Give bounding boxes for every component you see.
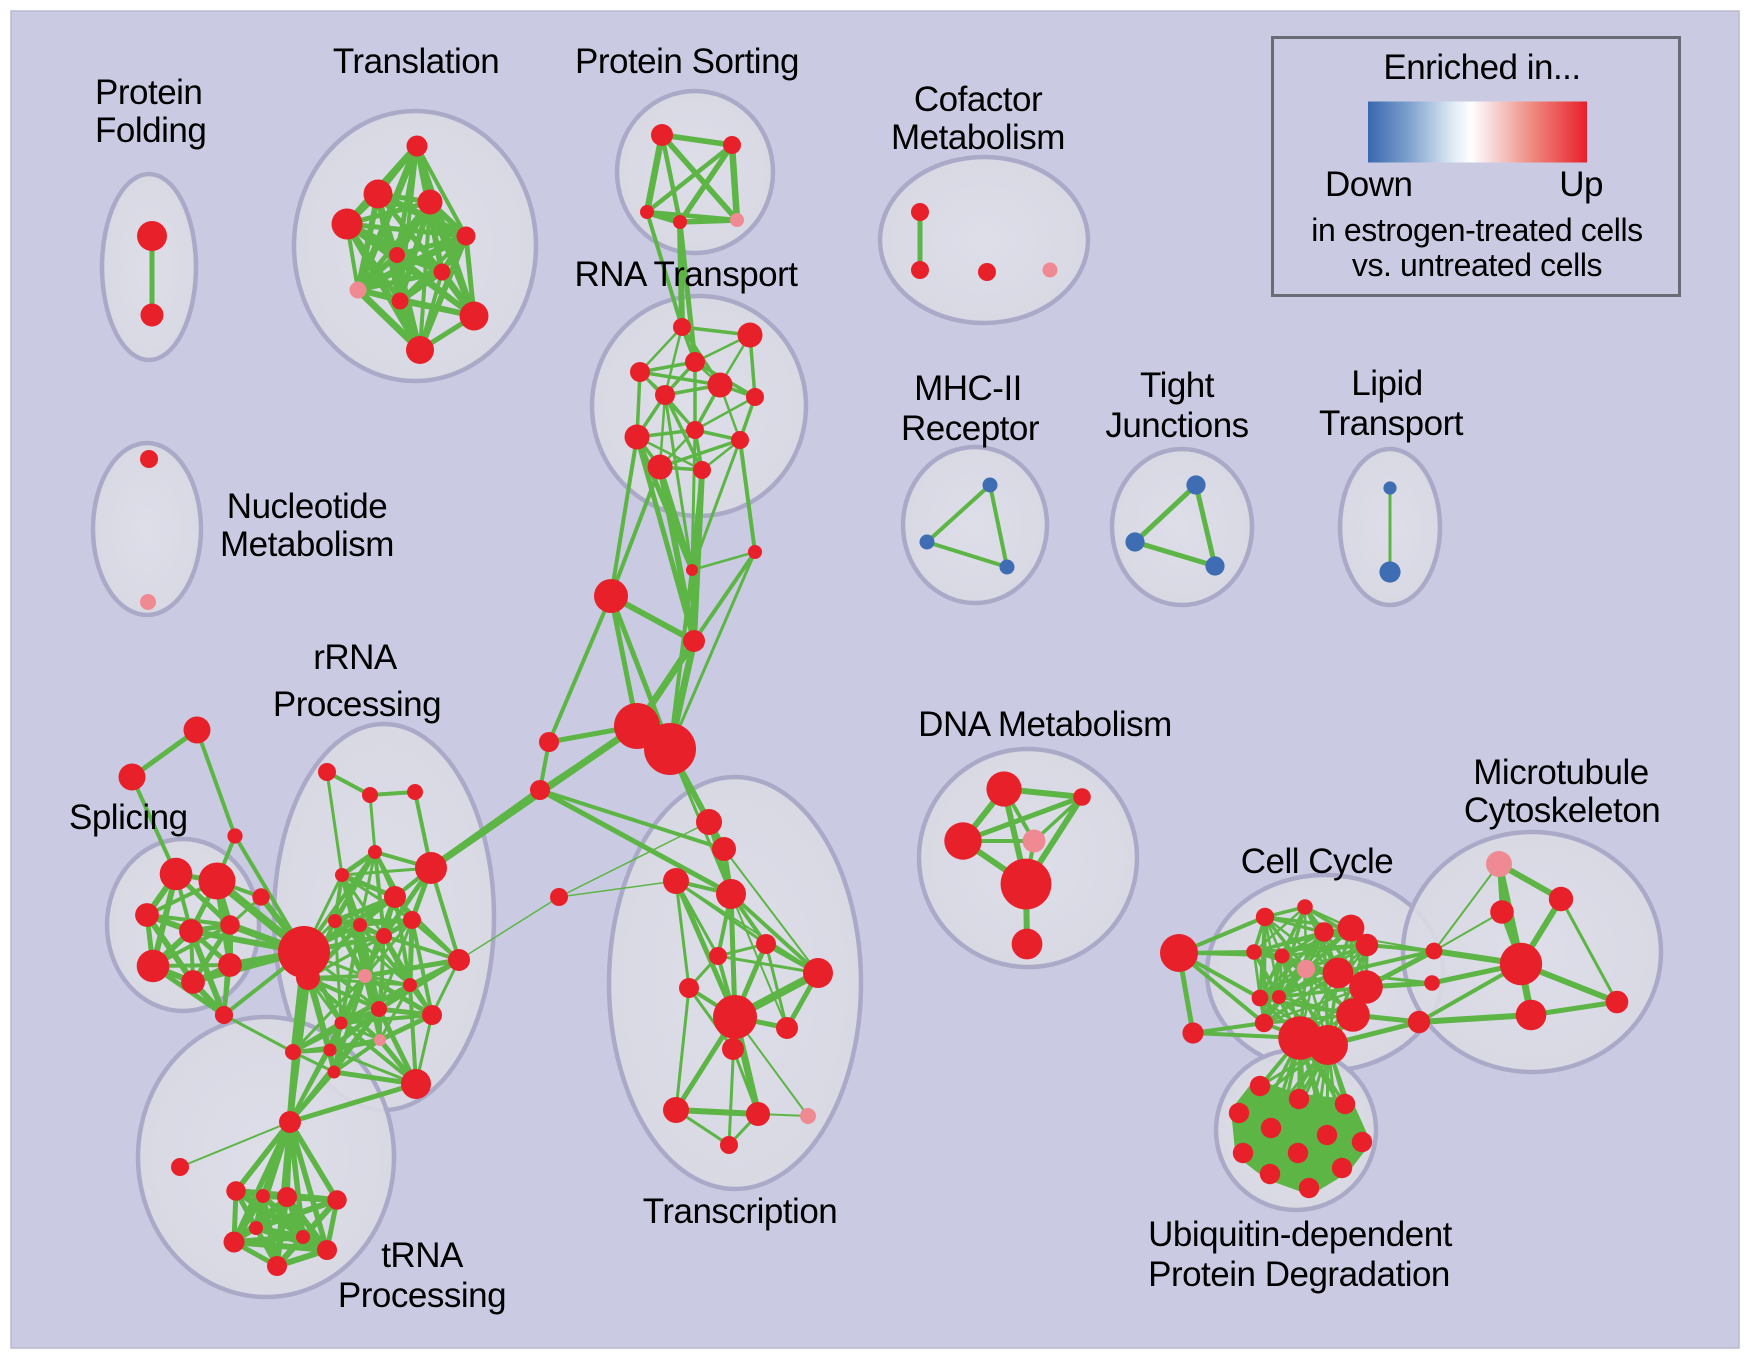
svg-text:MHC-II: MHC-II bbox=[914, 369, 1022, 408]
svg-text:rRNA: rRNA bbox=[313, 638, 398, 677]
svg-text:Transport: Transport bbox=[1319, 404, 1464, 443]
svg-text:Protein: Protein bbox=[95, 73, 202, 112]
svg-text:Junctions: Junctions bbox=[1105, 406, 1248, 445]
svg-text:vs. untreated cells: vs. untreated cells bbox=[1352, 247, 1602, 283]
svg-text:Microtubule: Microtubule bbox=[1473, 753, 1648, 792]
svg-text:Folding: Folding bbox=[95, 111, 206, 150]
svg-text:RNA Transport: RNA Transport bbox=[574, 255, 798, 294]
svg-text:Nucleotide: Nucleotide bbox=[227, 487, 387, 526]
svg-text:Cell Cycle: Cell Cycle bbox=[1241, 842, 1394, 881]
svg-text:Processing: Processing bbox=[273, 685, 441, 724]
svg-text:Ubiquitin-dependent: Ubiquitin-dependent bbox=[1148, 1215, 1453, 1254]
svg-text:Down: Down bbox=[1325, 165, 1412, 204]
svg-text:tRNA: tRNA bbox=[381, 1236, 464, 1275]
svg-text:Translation: Translation bbox=[333, 42, 499, 81]
svg-text:Tight: Tight bbox=[1140, 366, 1215, 405]
svg-text:Protein Degradation: Protein Degradation bbox=[1148, 1255, 1450, 1294]
svg-text:Transcription: Transcription bbox=[643, 1192, 838, 1231]
svg-text:Lipid: Lipid bbox=[1351, 364, 1422, 403]
svg-text:Receptor: Receptor bbox=[901, 409, 1040, 448]
svg-text:DNA Metabolism: DNA Metabolism bbox=[918, 705, 1172, 744]
svg-text:Protein Sorting: Protein Sorting bbox=[575, 42, 799, 81]
svg-text:Cytoskeleton: Cytoskeleton bbox=[1464, 791, 1660, 830]
svg-text:in estrogen-treated cells: in estrogen-treated cells bbox=[1311, 212, 1643, 248]
svg-text:Splicing: Splicing bbox=[69, 798, 188, 837]
svg-text:Enriched in...: Enriched in... bbox=[1383, 48, 1580, 87]
svg-text:Cofactor: Cofactor bbox=[914, 80, 1043, 119]
svg-text:Processing: Processing bbox=[338, 1276, 506, 1315]
svg-text:Up: Up bbox=[1559, 165, 1603, 204]
svg-text:Metabolism: Metabolism bbox=[220, 525, 394, 564]
svg-text:Metabolism: Metabolism bbox=[891, 118, 1065, 157]
